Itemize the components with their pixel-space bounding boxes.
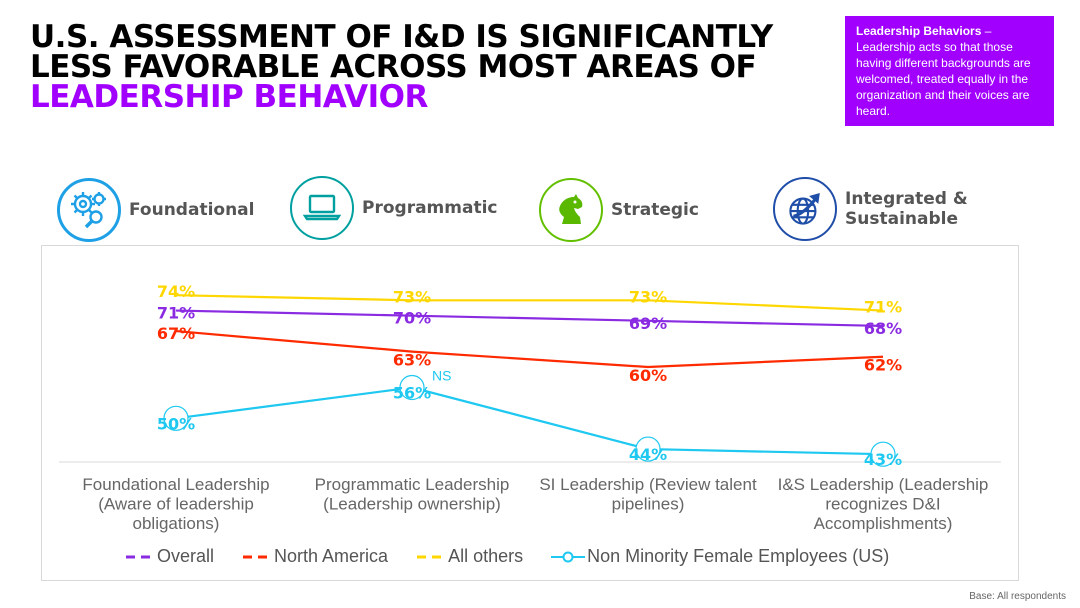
data-label: 71% (864, 298, 902, 317)
data-label: 70% (393, 309, 431, 328)
pillar-label-integrated-sustainable: Integrated & Sustainable (845, 189, 968, 229)
series-line-overall (175, 309, 884, 328)
data-label: 74% (157, 282, 195, 301)
data-label: 68% (864, 319, 902, 338)
pillar-integrated-sustainable: Integrated & Sustainable (773, 177, 975, 241)
pillar-label-foundational: Foundational (129, 200, 255, 220)
legend-item: Non Minority Female Employees (US) (551, 546, 889, 567)
pillar-programmatic: Programmatic (290, 176, 497, 240)
definition-dash: – (981, 24, 992, 38)
legend-label: Overall (157, 546, 215, 566)
data-label: 67% (157, 324, 195, 343)
chart-frame (41, 245, 1019, 581)
data-label: 73% (393, 287, 431, 306)
data-point-marker (399, 374, 425, 401)
data-label: 50% (157, 414, 195, 433)
data-point-marker (163, 405, 189, 431)
legend-item: All others (416, 546, 523, 567)
data-label: 73% (629, 287, 667, 306)
definition-box: Leadership Behaviors – Leadership acts s… (845, 16, 1054, 126)
x-tick-label: Foundational Leadership (82, 475, 269, 494)
x-tick-label: recognizes D&I (825, 495, 940, 514)
data-label: 71% (157, 304, 195, 323)
legend-label: All others (448, 546, 524, 566)
legend-label: Non Minority Female Employees (US) (587, 546, 890, 566)
pillar-foundational: Foundational (57, 178, 254, 242)
x-tick-label: (Aware of leadership (98, 495, 254, 514)
ns-annotation: NS (432, 368, 451, 384)
x-tick-label: (Leadership ownership) (323, 495, 501, 514)
x-tick-label: pipelines) (612, 495, 685, 514)
pillar-strategic: Strategic (539, 178, 699, 242)
legend-swatch (417, 555, 446, 558)
data-label: 60% (629, 366, 667, 385)
base-note: Base: All respondents (969, 591, 1066, 602)
globe-arrow-icon (773, 177, 837, 241)
legend-swatch (243, 555, 272, 558)
pillar-label-strategic: Strategic (611, 200, 699, 220)
line-chart: 50% 56% 44% 43% 67% 63% 60% 62% 71% 70% 69% 68% 74% 7… (59, 282, 1001, 533)
series-line-all-others (175, 294, 884, 312)
title-main: U.S. ASSESSMENT OF I&D IS SIGNIFICANTLY … (30, 19, 773, 85)
laptop-icon (290, 176, 354, 240)
data-label: 56% (393, 384, 431, 403)
legend-item: North America (242, 546, 388, 567)
data-label: 62% (864, 356, 902, 375)
definition-term: Leadership Behaviors (856, 24, 982, 38)
data-label: 43% (864, 450, 902, 469)
legend-swatch (551, 551, 586, 562)
x-tick-label: Programmatic Leadership (315, 475, 510, 494)
data-label: 63% (393, 351, 431, 370)
legend-label: North America (274, 546, 389, 566)
x-tick-label: Accomplishments) (814, 514, 953, 533)
definition-text: Leadership acts so that those having dif… (856, 40, 1031, 118)
chart-legend: Overall North America All others Non Minori… (125, 546, 917, 567)
x-tick-label: obligations) (133, 514, 220, 533)
page-title: U.S. ASSESSMENT OF I&D IS SIGNIFICANTLY … (30, 19, 830, 115)
data-point-marker (635, 436, 661, 462)
legend-item: Overall (125, 546, 214, 567)
data-label: 44% (629, 445, 667, 464)
chess-knight-icon (539, 178, 603, 242)
series-line-non-minority-female-employees-us- (175, 386, 884, 456)
gears-magnifier-icon (57, 178, 121, 242)
series-line-north-america (175, 329, 884, 369)
x-tick-label: SI Leadership (Review talent (539, 475, 757, 494)
pillar-label-programmatic: Programmatic (362, 198, 498, 218)
legend-swatch (126, 555, 154, 558)
data-label: 69% (629, 314, 667, 333)
x-tick-label: I&S Leadership (Leadership (778, 475, 989, 494)
title-highlight: LEADERSHIP BEHAVIOR (30, 79, 428, 115)
data-point-marker (870, 441, 896, 467)
